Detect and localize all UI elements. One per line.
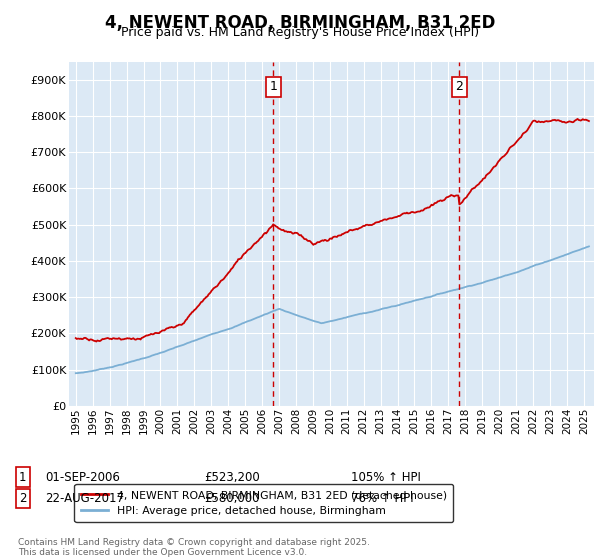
Text: 01-SEP-2006: 01-SEP-2006: [45, 470, 120, 484]
Text: 1: 1: [269, 81, 277, 94]
Text: 1: 1: [19, 470, 26, 484]
Text: £580,000: £580,000: [204, 492, 260, 505]
Text: Price paid vs. HM Land Registry's House Price Index (HPI): Price paid vs. HM Land Registry's House …: [121, 26, 479, 39]
Text: 22-AUG-2017: 22-AUG-2017: [45, 492, 124, 505]
Legend: 4, NEWENT ROAD, BIRMINGHAM, B31 2ED (detached house), HPI: Average price, detach: 4, NEWENT ROAD, BIRMINGHAM, B31 2ED (det…: [74, 484, 453, 522]
Text: 2: 2: [19, 492, 26, 505]
Text: Contains HM Land Registry data © Crown copyright and database right 2025.
This d: Contains HM Land Registry data © Crown c…: [18, 538, 370, 557]
Text: 105% ↑ HPI: 105% ↑ HPI: [351, 470, 421, 484]
Text: 4, NEWENT ROAD, BIRMINGHAM, B31 2ED: 4, NEWENT ROAD, BIRMINGHAM, B31 2ED: [105, 14, 495, 32]
Text: 76% ↑ HPI: 76% ↑ HPI: [351, 492, 413, 505]
Text: £523,200: £523,200: [204, 470, 260, 484]
Text: 2: 2: [455, 81, 463, 94]
